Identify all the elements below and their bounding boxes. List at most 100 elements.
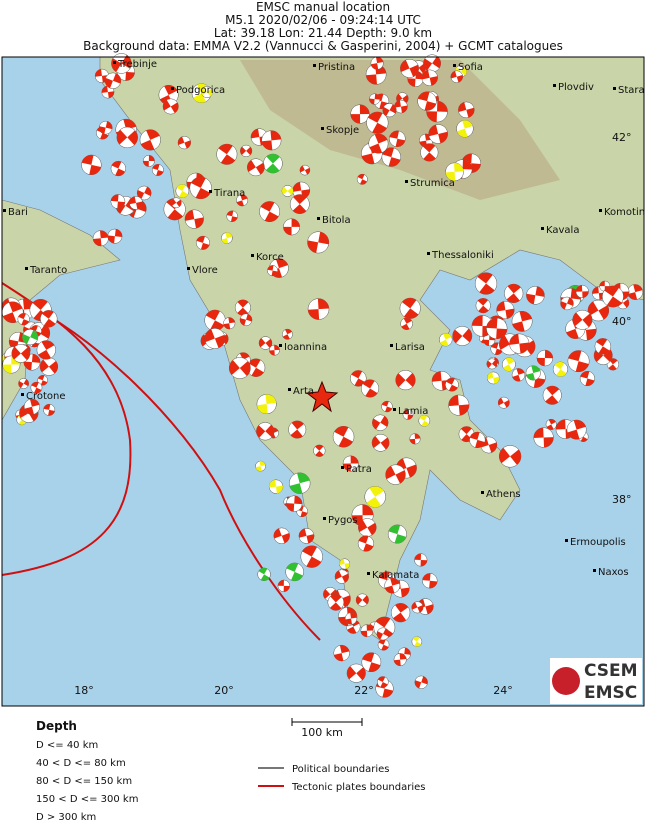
city-label: Sofia <box>458 62 483 73</box>
ball-quadrant <box>255 461 266 472</box>
ball-quadrant <box>401 317 412 330</box>
ball-quadrant <box>477 298 489 313</box>
focal-mechanism <box>288 420 307 439</box>
city-marker <box>393 408 396 411</box>
focal-mechanism <box>104 72 122 89</box>
ball-quadrant <box>307 231 329 253</box>
focal-mechanism <box>142 154 155 167</box>
focal-mechanism <box>39 357 59 376</box>
ball-quadrant <box>396 458 417 478</box>
focal-mechanism <box>256 422 275 441</box>
focal-mechanism <box>602 285 624 308</box>
focal-mechanism <box>177 135 192 150</box>
ball-quadrant <box>346 666 366 681</box>
city-label: Skopje <box>326 125 359 136</box>
focal-mechanism <box>536 349 554 367</box>
lat-label: 38° <box>612 493 632 506</box>
ball-quadrant <box>19 405 39 422</box>
city-labels: Trebinje Pristina Sofia Stara Podgorica Plovd… <box>3 59 646 581</box>
city-marker <box>251 254 254 257</box>
focal-mechanism <box>300 545 323 568</box>
focal-mechanism <box>486 358 498 370</box>
ball-quadrant <box>308 298 329 320</box>
ball-quadrant <box>105 73 121 89</box>
ball-quadrant <box>411 602 424 613</box>
ball-quadrant <box>608 358 618 371</box>
ball-quadrant <box>273 528 290 544</box>
ball-quadrant <box>129 196 143 210</box>
ball-quadrant <box>533 427 554 448</box>
ball-quadrant <box>201 87 213 97</box>
ball-quadrant <box>11 346 30 361</box>
focal-mechanism <box>469 431 486 449</box>
focal-mechanism <box>327 594 345 611</box>
city-marker <box>323 517 326 520</box>
focal-mechanism <box>364 486 386 508</box>
ball-quadrant <box>366 486 384 508</box>
focal-mechanism <box>390 603 411 623</box>
city-marker <box>613 87 616 90</box>
ball-quadrant <box>256 394 277 414</box>
ball-quadrant <box>400 59 419 77</box>
ball-quadrant <box>477 272 495 295</box>
ball-quadrant <box>381 401 393 412</box>
ball-quadrant <box>152 164 164 176</box>
focal-mechanism <box>501 357 516 372</box>
focal-mechanism <box>110 160 126 177</box>
focal-mechanism <box>445 162 464 182</box>
focal-mechanism <box>162 98 179 115</box>
focal-mechanism <box>594 338 612 355</box>
ball-quadrant <box>299 165 310 175</box>
ball-quadrant <box>237 299 249 316</box>
focal-mechanism <box>151 164 164 176</box>
city-marker <box>288 388 291 391</box>
focal-mechanism <box>366 111 389 134</box>
focal-mechanism <box>474 272 498 295</box>
focal-mechanism <box>111 53 132 74</box>
focal-mechanism <box>542 385 562 405</box>
ball-quadrant <box>357 174 367 185</box>
focal-mechanism <box>420 143 439 162</box>
city-label: Vlore <box>192 265 218 276</box>
ball-quadrant <box>487 372 500 384</box>
ball-quadrant <box>259 338 272 348</box>
ball-quadrant <box>221 232 233 244</box>
ball-quadrant <box>384 577 400 594</box>
focal-mechanism <box>376 627 390 641</box>
ball-quadrant <box>367 111 387 134</box>
focal-mechanism <box>298 528 315 544</box>
ball-quadrant <box>627 284 643 300</box>
focal-mechanism <box>98 120 113 135</box>
ball-quadrant <box>393 653 407 666</box>
city-label: Ioannina <box>284 342 327 353</box>
ball-quadrant <box>422 573 438 589</box>
ball-quadrant <box>159 85 178 105</box>
ball-quadrant <box>81 154 102 175</box>
city-marker <box>453 64 456 67</box>
focal-mechanism <box>342 455 359 472</box>
header-line: EMSC manual location <box>256 0 390 14</box>
focal-mechanism <box>393 653 407 667</box>
ball-quadrant <box>490 342 503 355</box>
focal-mechanism <box>36 340 56 360</box>
ball-quadrant <box>378 639 389 651</box>
focal-mechanism <box>277 579 290 593</box>
ball-quadrant <box>290 420 304 439</box>
ball-quadrant <box>568 350 589 372</box>
ball-quadrant <box>286 495 303 512</box>
focal-mechanism <box>394 99 408 114</box>
focal-mechanism <box>560 296 574 311</box>
ball-quadrant <box>236 194 248 207</box>
focal-mechanism <box>387 524 407 544</box>
focal-mechanism <box>575 284 589 299</box>
ball-quadrant <box>445 162 464 181</box>
ball-quadrant <box>39 359 58 374</box>
focal-mechanism <box>283 218 301 236</box>
ball-quadrant <box>575 285 589 298</box>
ball-quadrant <box>205 309 225 331</box>
ball-quadrant <box>283 218 300 236</box>
focal-mechanism <box>195 235 210 250</box>
ball-quadrant <box>358 519 377 536</box>
focal-mechanism <box>370 56 384 70</box>
ball-quadrant <box>446 378 458 392</box>
